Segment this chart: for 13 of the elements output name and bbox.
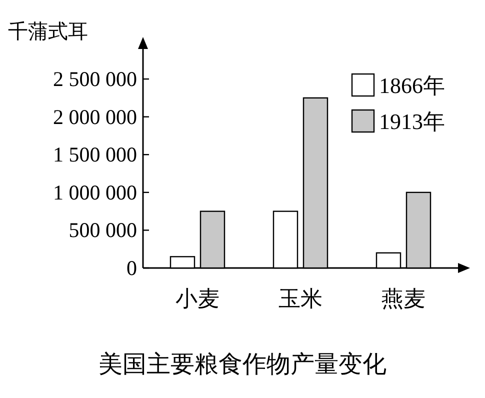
x-tick-label: 燕麦 [382, 286, 426, 311]
y-tick-label: 2 000 000 [53, 104, 137, 129]
legend-label: 1866年 [379, 73, 445, 98]
text: 美国主要粮食作物产量变化 [98, 351, 386, 378]
legend-label: 1913年 [379, 109, 445, 134]
y-tick-label: 1 000 000 [53, 180, 137, 204]
y-axis-title: 千蒲式耳 [8, 21, 88, 43]
y-tick-label: 500 000 [68, 218, 137, 242]
y-tick-label: 2 500 000 [53, 67, 137, 92]
y-tick-label: 0 [126, 256, 137, 280]
x-tick-label: 小麦 [176, 286, 220, 311]
y-tick-label: 1 500 000 [53, 142, 137, 167]
x-tick-label: 玉米 [278, 286, 322, 311]
